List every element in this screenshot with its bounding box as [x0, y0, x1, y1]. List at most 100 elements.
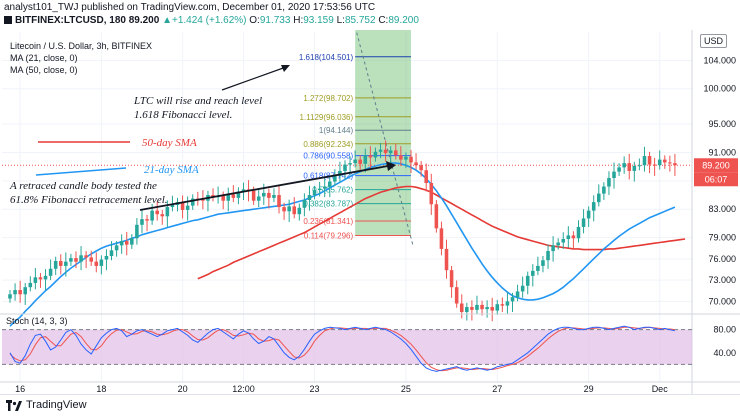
candle-body — [490, 307, 494, 311]
publish-info: analyst101_TWJ published on TradingView.… — [4, 2, 376, 13]
sma21-key-line — [35, 167, 127, 176]
time-tick-label: 29 — [584, 384, 594, 394]
candle-body — [104, 256, 109, 260]
currency-button[interactable]: USD — [700, 34, 728, 48]
ltc-note-line2: 1.618 Fibonacci level. — [134, 109, 232, 121]
candle-body — [525, 275, 530, 286]
retrace-arrow — [139, 165, 389, 211]
candle-body — [201, 199, 205, 201]
candle-body — [185, 205, 190, 210]
candle-body — [317, 188, 322, 191]
price-tick-label: 70.000 — [708, 296, 736, 306]
stoch-tick-label: 80.00 — [713, 325, 736, 335]
candle-body — [322, 186, 327, 189]
candle-body — [297, 207, 302, 215]
candle-body — [454, 287, 459, 304]
candle-body — [673, 163, 677, 166]
high-value: 93.159 — [303, 15, 334, 26]
stoch-band — [2, 329, 692, 365]
candle-body — [262, 192, 266, 197]
price-axis: 70.00073.00076.00079.00083.00087.00091.0… — [0, 30, 740, 394]
candle-body — [449, 270, 454, 288]
candle-body — [520, 285, 525, 292]
candle-body — [571, 235, 576, 239]
fib-level-label: 0.5(85.762) — [312, 186, 353, 195]
candle-body — [566, 235, 571, 239]
candle-body — [150, 210, 154, 221]
candle-body — [576, 226, 581, 239]
time-tick-label: 25 — [401, 384, 411, 394]
candle-body — [256, 196, 261, 201]
candle-body — [109, 250, 114, 256]
sma21-note: 21-day SMA — [144, 164, 199, 176]
candle-body — [89, 257, 93, 262]
candle-body — [591, 202, 596, 211]
candle-body — [581, 218, 586, 227]
candle-body — [657, 159, 662, 166]
bar-countdown-badge: 06:07 — [705, 174, 728, 184]
candle-body — [459, 303, 464, 312]
time-axis: 16 18 20 12:00 23 25 27 29 Dec — [15, 384, 668, 394]
candle-body — [363, 155, 368, 164]
time-tick-label: 23 — [310, 384, 320, 394]
stoch-tick-label: 40.00 — [713, 348, 736, 358]
candle-body — [597, 193, 601, 203]
candle-body — [145, 219, 149, 221]
price-tick-label: 95.000 — [708, 119, 736, 129]
candle-body — [48, 268, 53, 276]
candle-body — [515, 291, 520, 298]
candle-body — [393, 150, 398, 156]
price-tick-label: 79.000 — [708, 233, 736, 243]
candle-body — [135, 224, 139, 239]
current-price-badge-bg — [694, 158, 738, 173]
candle-body — [114, 245, 119, 251]
candle-body — [353, 159, 357, 164]
candle-body — [404, 156, 408, 160]
candle-body — [652, 164, 657, 166]
candle-body — [607, 178, 611, 187]
candle-body — [119, 241, 124, 246]
candle-body — [327, 181, 332, 187]
candle-body — [307, 195, 312, 200]
candle-body — [69, 258, 73, 262]
fib-level-label: 0.786(90.558) — [303, 152, 353, 161]
fib-level-label: 1.1129(96.036) — [299, 113, 353, 122]
annotations: Litecoin / U.S. Dollar, 3h, BITFINEX MA … — [6, 41, 396, 326]
price-chart[interactable]: 1.618(104.501) 1.272(98.702) 1.1129(96.036… — [0, 30, 740, 394]
candle-body — [18, 290, 22, 295]
candle-body — [251, 190, 256, 201]
candle-body — [13, 290, 17, 295]
candle-body — [388, 150, 393, 154]
symbol-label: BITFINEX:LTCUSD, 180 — [15, 15, 126, 26]
candle-body — [414, 162, 418, 166]
candle-body — [602, 186, 606, 194]
footer: TradingView — [0, 394, 740, 417]
candle-body — [627, 163, 632, 171]
retrace-note-line1: A retraced candle body tested the — [9, 180, 157, 192]
candle-body — [312, 190, 317, 196]
candle-body — [53, 260, 58, 269]
candle-body — [272, 195, 276, 198]
candle-body — [170, 204, 175, 208]
bar-countdown-badge-bg — [694, 172, 738, 187]
candle-body — [429, 182, 434, 205]
fib-level-label: 0.382(83.787) — [303, 200, 353, 209]
ltc-arrow — [221, 66, 287, 91]
stoch-d-line — [9, 326, 675, 372]
candle-body — [485, 307, 489, 310]
retrace-note-line2: 61.8% Fibonacci retracement level. — [10, 194, 168, 206]
candle-body — [531, 270, 535, 276]
candle-body — [434, 204, 439, 229]
tradingview-brand: TradingView — [26, 399, 87, 411]
candles — [8, 140, 677, 322]
candle-body — [226, 194, 231, 201]
time-tick-label: 20 — [178, 384, 188, 394]
candle-body — [495, 304, 500, 311]
candle-body — [541, 260, 545, 266]
price-tick-label: 91.000 — [708, 148, 736, 158]
legend-ma21: MA (21, close, 0) — [10, 53, 78, 63]
close-value: 89.200 — [388, 15, 419, 26]
tradingview-logo-icon — [6, 400, 22, 411]
price-change: +1.424 (+1.62%) — [172, 15, 247, 26]
candle-body — [38, 277, 43, 280]
